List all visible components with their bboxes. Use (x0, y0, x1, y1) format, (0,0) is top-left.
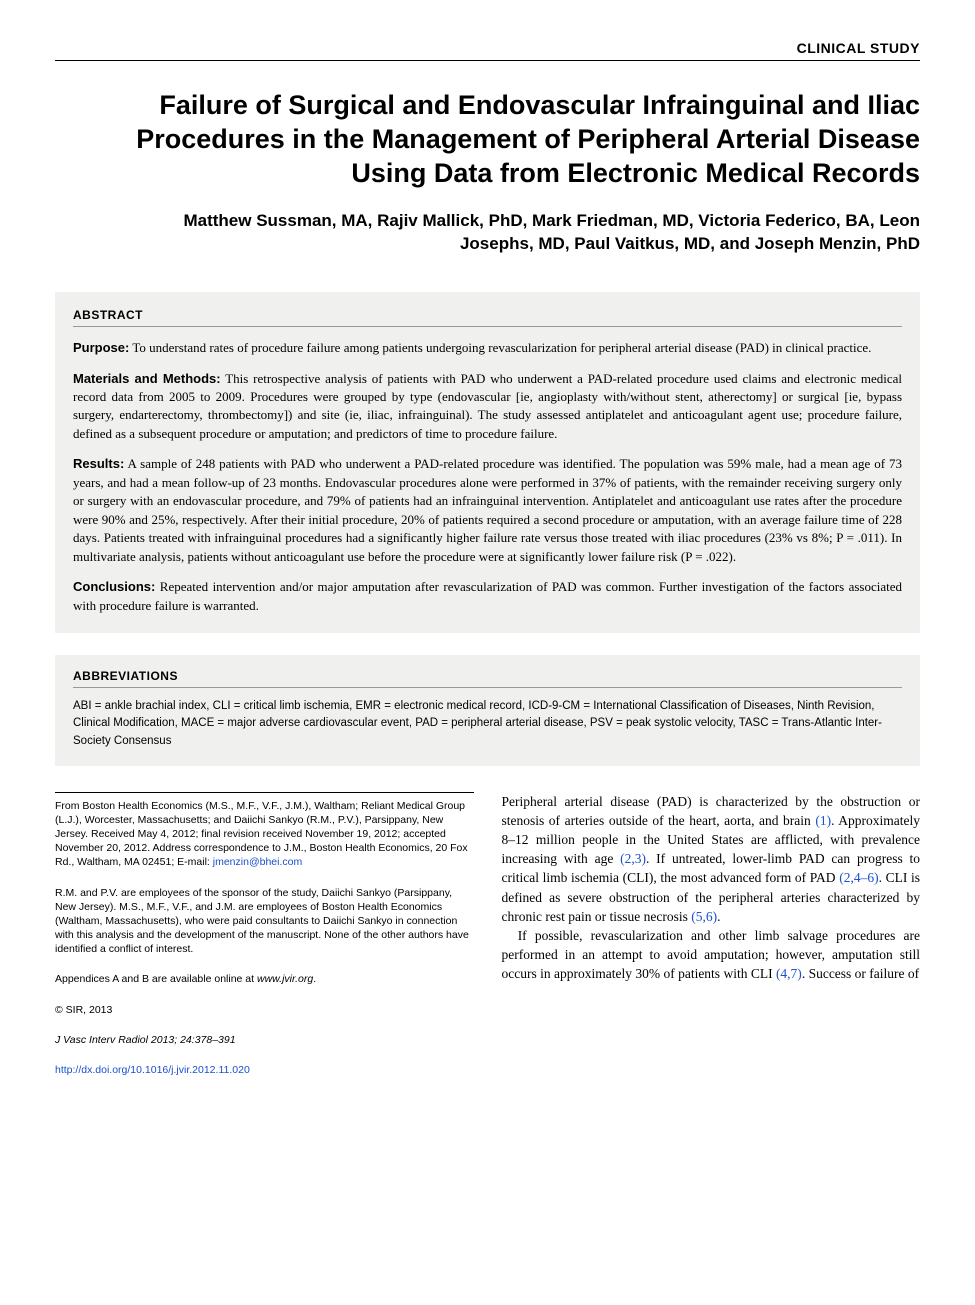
abstract-conclusions: Conclusions: Repeated intervention and/o… (73, 578, 902, 615)
abstract-header: ABSTRACT (73, 308, 902, 327)
section-label: CLINICAL STUDY (55, 40, 920, 61)
citation-ref[interactable]: (2,4–6) (839, 870, 878, 885)
abstract-text: To understand rates of procedure failure… (132, 340, 871, 355)
body-paragraph-1: Peripheral arterial disease (PAD) is cha… (502, 792, 921, 926)
conflict-block: R.M. and P.V. are employees of the spons… (55, 880, 474, 957)
citation-ref[interactable]: (4,7) (776, 966, 802, 981)
citation-ref[interactable]: (5,6) (691, 909, 717, 924)
appendix-block: Appendices A and B are available online … (55, 966, 474, 986)
two-column-layout: From Boston Health Economics (M.S., M.F.… (55, 792, 920, 1087)
affiliation-block: From Boston Health Economics (M.S., M.F.… (55, 792, 474, 870)
citation-ref[interactable]: (1) (815, 813, 831, 828)
appendix-link[interactable]: www.jvir.org (257, 973, 313, 985)
doi-link[interactable]: http://dx.doi.org/10.1016/j.jvir.2012.11… (55, 1064, 250, 1076)
abbreviations-box: ABBREVIATIONS ABI = ankle brachial index… (55, 655, 920, 766)
body-paragraph-2: If possible, revascularization and other… (502, 926, 921, 983)
abstract-text: Repeated intervention and/or major amput… (73, 579, 902, 612)
body-text: . (717, 909, 720, 924)
footnotes-column: From Boston Health Economics (M.S., M.F.… (55, 792, 474, 1087)
abstract-box: ABSTRACT Purpose: To understand rates of… (55, 292, 920, 633)
appendix-suffix: . (313, 973, 316, 985)
body-text: . Success or failure of (802, 966, 919, 981)
body-column: Peripheral arterial disease (PAD) is cha… (502, 792, 921, 1087)
abbreviations-header: ABBREVIATIONS (73, 669, 902, 688)
copyright-text: © SIR, 2013 (55, 1004, 112, 1016)
abstract-label: Results: (73, 456, 124, 471)
copyright-block: © SIR, 2013 (55, 997, 474, 1017)
email-link[interactable]: jmenzin@bhei.com (213, 856, 302, 868)
abstract-label: Materials and Methods: (73, 371, 221, 386)
appendix-prefix: Appendices A and B are available online … (55, 973, 257, 985)
authors-list: Matthew Sussman, MA, Rajiv Mallick, PhD,… (155, 210, 920, 256)
abstract-text: A sample of 248 patients with PAD who un… (73, 456, 902, 563)
abstract-label: Purpose: (73, 340, 129, 355)
abstract-purpose: Purpose: To understand rates of procedur… (73, 339, 902, 357)
doi-block: http://dx.doi.org/10.1016/j.jvir.2012.11… (55, 1057, 474, 1077)
abstract-methods: Materials and Methods: This retrospectiv… (73, 370, 902, 444)
abstract-results: Results: A sample of 248 patients with P… (73, 455, 902, 566)
citation-text: J Vasc Interv Radiol 2013; 24:378–391 (55, 1034, 236, 1046)
article-title: Failure of Surgical and Endovascular Inf… (115, 89, 920, 190)
abstract-label: Conclusions: (73, 579, 155, 594)
conflict-text: R.M. and P.V. are employees of the spons… (55, 887, 469, 956)
citation-block: J Vasc Interv Radiol 2013; 24:378–391 (55, 1027, 474, 1047)
abbreviations-text: ABI = ankle brachial index, CLI = critic… (73, 698, 902, 750)
citation-ref[interactable]: (2,3) (620, 851, 646, 866)
